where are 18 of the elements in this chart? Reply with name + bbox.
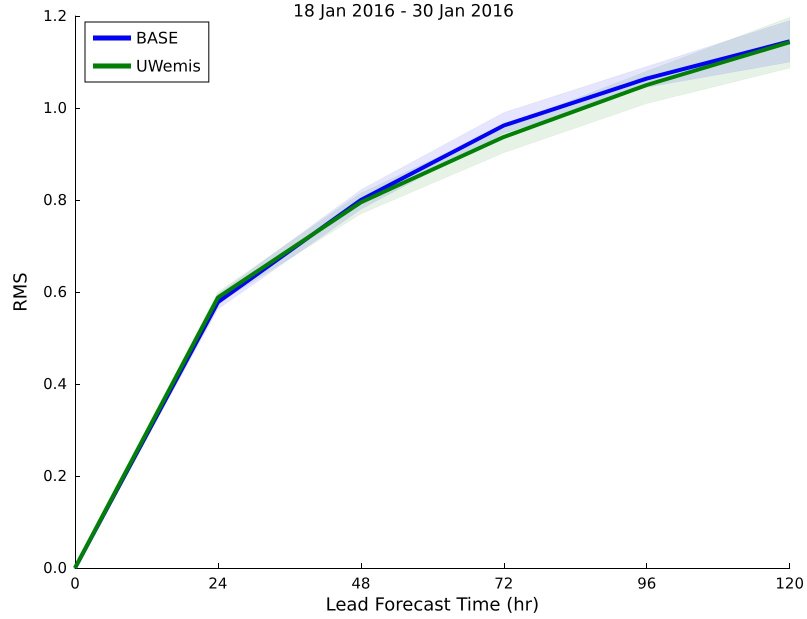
y-tick-label: 0.0: [43, 559, 67, 577]
y-tick-label: 0.8: [43, 191, 67, 209]
x-axis-title: Lead Forecast Time (hr): [326, 594, 540, 616]
chart-title: 18 Jan 2016 - 30 Jan 2016: [293, 2, 514, 22]
x-tick-label: 96: [637, 574, 656, 592]
y-tick-label: 1.0: [43, 99, 67, 117]
y-axis-title: RMS: [10, 272, 32, 312]
x-tick-label: 120: [775, 574, 804, 592]
y-tick-label: 0.2: [43, 467, 67, 485]
y-tick-label: 0.4: [43, 375, 67, 393]
legend-label: UWemis: [136, 56, 201, 76]
y-tick-label: 0.6: [43, 283, 67, 301]
x-tick-label: 48: [351, 574, 370, 592]
x-tick-label: 24: [208, 574, 228, 592]
x-tick-label: 0: [70, 574, 80, 592]
x-tick-label: 72: [494, 574, 514, 592]
y-tick-label: 1.2: [43, 7, 67, 25]
legend-label: BASE: [136, 28, 178, 48]
